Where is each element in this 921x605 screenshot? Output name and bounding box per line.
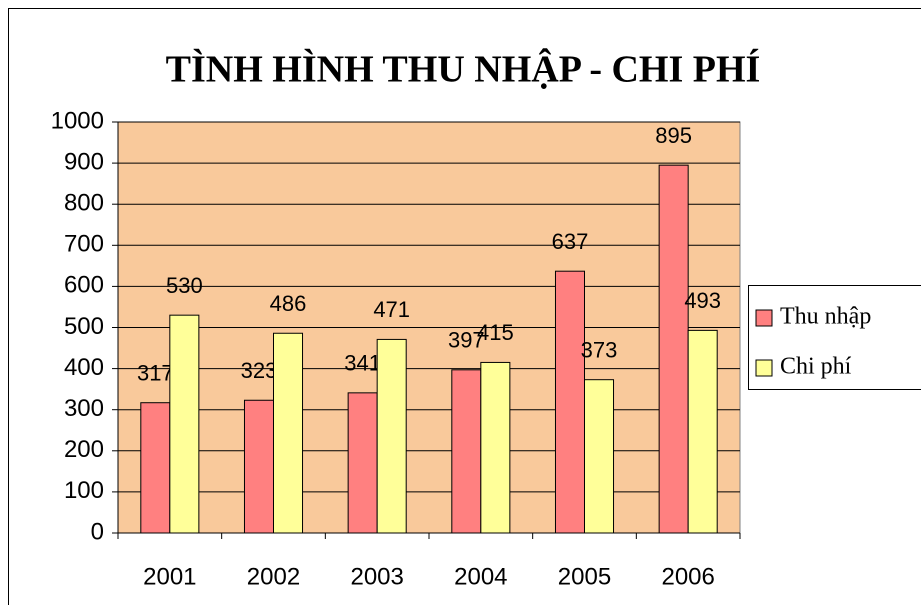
data-label: 530 [166, 273, 203, 298]
bar [687, 329, 718, 534]
y-tick-label: 800 [64, 190, 104, 217]
y-tick-label: 400 [64, 354, 104, 381]
bar [243, 399, 274, 534]
y-tick-label: 600 [64, 272, 104, 299]
data-label: 486 [270, 291, 307, 316]
bar [480, 361, 511, 534]
legend-swatch [755, 309, 773, 327]
bar [347, 392, 378, 534]
legend-box [748, 285, 921, 390]
y-tick-label: 700 [64, 231, 104, 258]
data-label: 317 [137, 361, 174, 386]
x-tick-label: 2004 [454, 563, 507, 590]
y-tick-label: 300 [64, 395, 104, 422]
bar [554, 270, 585, 534]
y-tick-label: 900 [64, 148, 104, 175]
legend-label: Thu nhập [780, 304, 871, 330]
data-label: 341 [344, 351, 381, 376]
data-label: 493 [684, 288, 721, 313]
y-tick-label: 500 [64, 313, 104, 340]
bar [376, 338, 407, 534]
bar [584, 379, 615, 534]
x-tick-label: 2001 [143, 563, 196, 590]
legend-label: Chi phí [780, 354, 852, 380]
y-tick-label: 0 [91, 518, 104, 545]
x-tick-label: 2006 [661, 563, 714, 590]
data-label: 637 [552, 229, 589, 254]
bar [658, 164, 689, 534]
data-label: 415 [477, 320, 514, 345]
x-tick-label: 2003 [350, 563, 403, 590]
legend-swatch [755, 359, 773, 377]
data-label: 895 [655, 123, 692, 148]
bar [273, 332, 304, 534]
bar [140, 402, 171, 534]
y-tick-label: 100 [64, 477, 104, 504]
x-tick-label: 2005 [558, 563, 611, 590]
y-tick-label: 200 [64, 436, 104, 463]
data-label: 471 [373, 297, 410, 322]
bar [169, 314, 200, 534]
data-label: 323 [241, 358, 278, 383]
chart-title: TÌNH HÌNH THU NHẬP - CHI PHÍ [166, 49, 761, 91]
bar [451, 369, 482, 534]
data-label: 373 [581, 338, 618, 363]
y-tick-label: 1000 [51, 107, 104, 134]
x-tick-label: 2002 [247, 563, 300, 590]
data-label: 397 [448, 328, 485, 353]
